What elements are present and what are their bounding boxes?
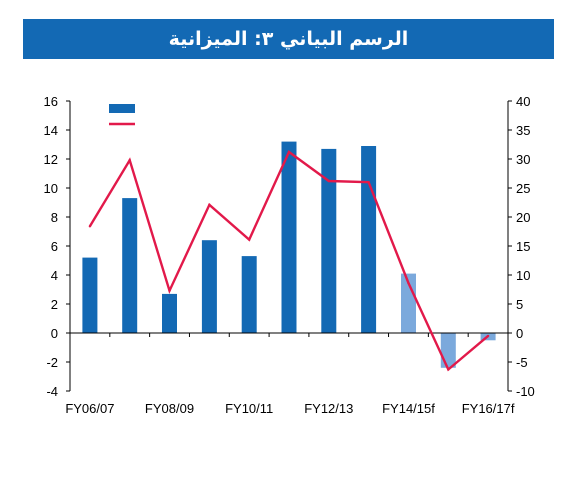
y-left-tick-label: 4	[51, 268, 58, 283]
y-left-tick-label: -4	[46, 384, 58, 399]
line-point-FY09/10	[208, 203, 211, 206]
x-tick-label: FY14/15f	[382, 401, 435, 416]
x-tick-label: FY06/07	[65, 401, 114, 416]
line-point-FY15/16f	[447, 368, 450, 371]
line-point-FY13/14	[367, 181, 370, 184]
bars-layer	[82, 141, 496, 368]
y-right-tick-label: 25	[516, 181, 530, 196]
y-left-tick-label: 10	[44, 181, 58, 196]
chart-title-bar: الرسم البياني ٣: الميزانية	[23, 19, 554, 59]
bar-FY15/16f	[440, 333, 456, 368]
y-left-tick-label: 0	[51, 326, 58, 341]
bar-FY10/11	[241, 256, 257, 333]
bar-FY11/12	[281, 141, 297, 333]
x-tick-label: FY12/13	[304, 401, 353, 416]
y-left-tick-label: 12	[44, 152, 58, 167]
line-point-FY16/17f	[486, 334, 490, 338]
line-point-FY11/12	[287, 150, 291, 154]
bar-FY06/07	[82, 257, 98, 333]
y-left-tick-label: 16	[44, 94, 58, 109]
line-point-FY14/15f	[407, 281, 410, 285]
y-right-tick-label: 0	[516, 326, 523, 341]
y-right-tick-label: 35	[516, 123, 530, 138]
y-right-tick-label: -10	[516, 384, 535, 399]
bar-FY09/10	[201, 240, 217, 333]
x-tick-label: FY16/17f	[462, 401, 515, 416]
line-point-FY10/11	[248, 238, 251, 241]
y-left-tick-label: 2	[51, 297, 58, 312]
y-right-tick-label: 40	[516, 94, 530, 109]
y-right-tick-label: 15	[516, 239, 530, 254]
line-point-FY12/13	[327, 179, 330, 183]
line-point-FY06/07	[88, 225, 92, 228]
x-tick-label: FY08/09	[145, 401, 194, 416]
legend	[109, 104, 135, 126]
bar-FY08/09	[162, 293, 177, 333]
tick-labels: -4 -2 0 2 4 6 8 10 12 14 16 -10 -5 0 5 10 15 20 25 30 35 40 FY…	[44, 94, 535, 416]
line-layer	[88, 150, 490, 372]
y-left-tick-label: 6	[51, 239, 58, 254]
y-left-tick-label: 14	[44, 123, 58, 138]
line-point-FY08/09	[168, 289, 171, 292]
y-right-tick-label: 5	[516, 297, 523, 312]
y-right-tick-label: 10	[516, 268, 530, 283]
line-point-FY07/08	[128, 159, 131, 162]
bar-FY12/13	[321, 148, 337, 333]
bar-FY07/08	[122, 198, 138, 333]
axes-layer	[66, 100, 512, 392]
y-left-tick-label: -2	[46, 355, 58, 370]
y-left-tick-label: 8	[51, 210, 58, 225]
legend-swatch-bar	[109, 104, 135, 113]
x-tick-label: FY10/11	[225, 401, 273, 416]
y-right-tick-label: 30	[516, 152, 530, 167]
y-right-tick-label: -5	[516, 355, 528, 370]
y-right-tick-label: 20	[516, 210, 530, 225]
chart-title: الرسم البياني ٣: الميزانية	[168, 28, 409, 50]
bar-FY13/14	[361, 146, 377, 333]
